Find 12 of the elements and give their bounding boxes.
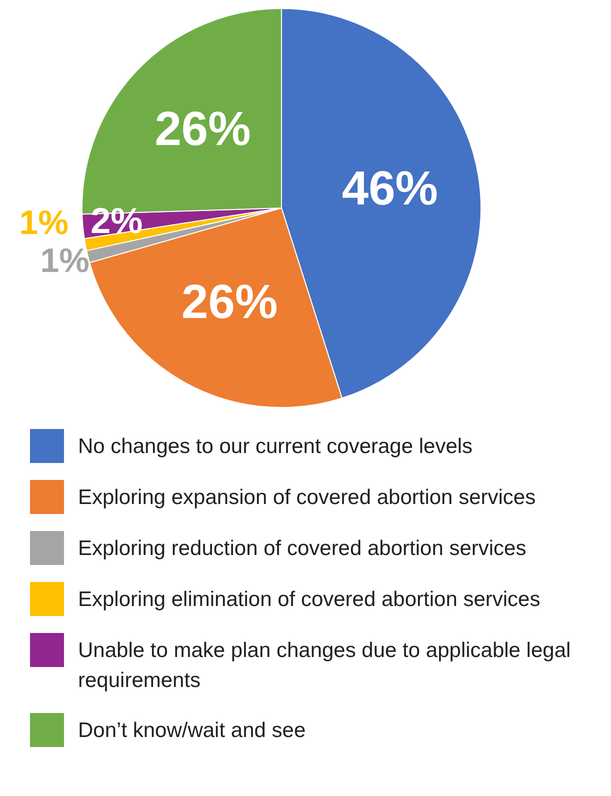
data-label: 1% [19,204,68,242]
legend-label: Exploring expansion of covered abortion services [78,485,537,511]
data-label: 2% [90,200,143,242]
legend-label: Exploring elimination of covered abortion services [78,587,542,613]
legend-label: No changes to our current coverage levels [78,434,474,460]
legend-label: Unable to make plan changes due to applicable legal requirements [78,638,572,694]
legend-label: Don’t know/wait and see [78,718,307,744]
data-label: 46% [342,162,438,216]
data-label: 26% [154,102,251,156]
legend-label: Exploring reduction of covered abortion services [78,536,528,562]
data-label: 1% [40,242,90,280]
data-label: 26% [182,276,278,329]
